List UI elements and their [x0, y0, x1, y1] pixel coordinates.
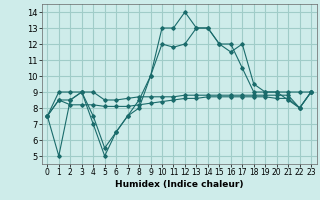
X-axis label: Humidex (Indice chaleur): Humidex (Indice chaleur)	[115, 180, 244, 189]
